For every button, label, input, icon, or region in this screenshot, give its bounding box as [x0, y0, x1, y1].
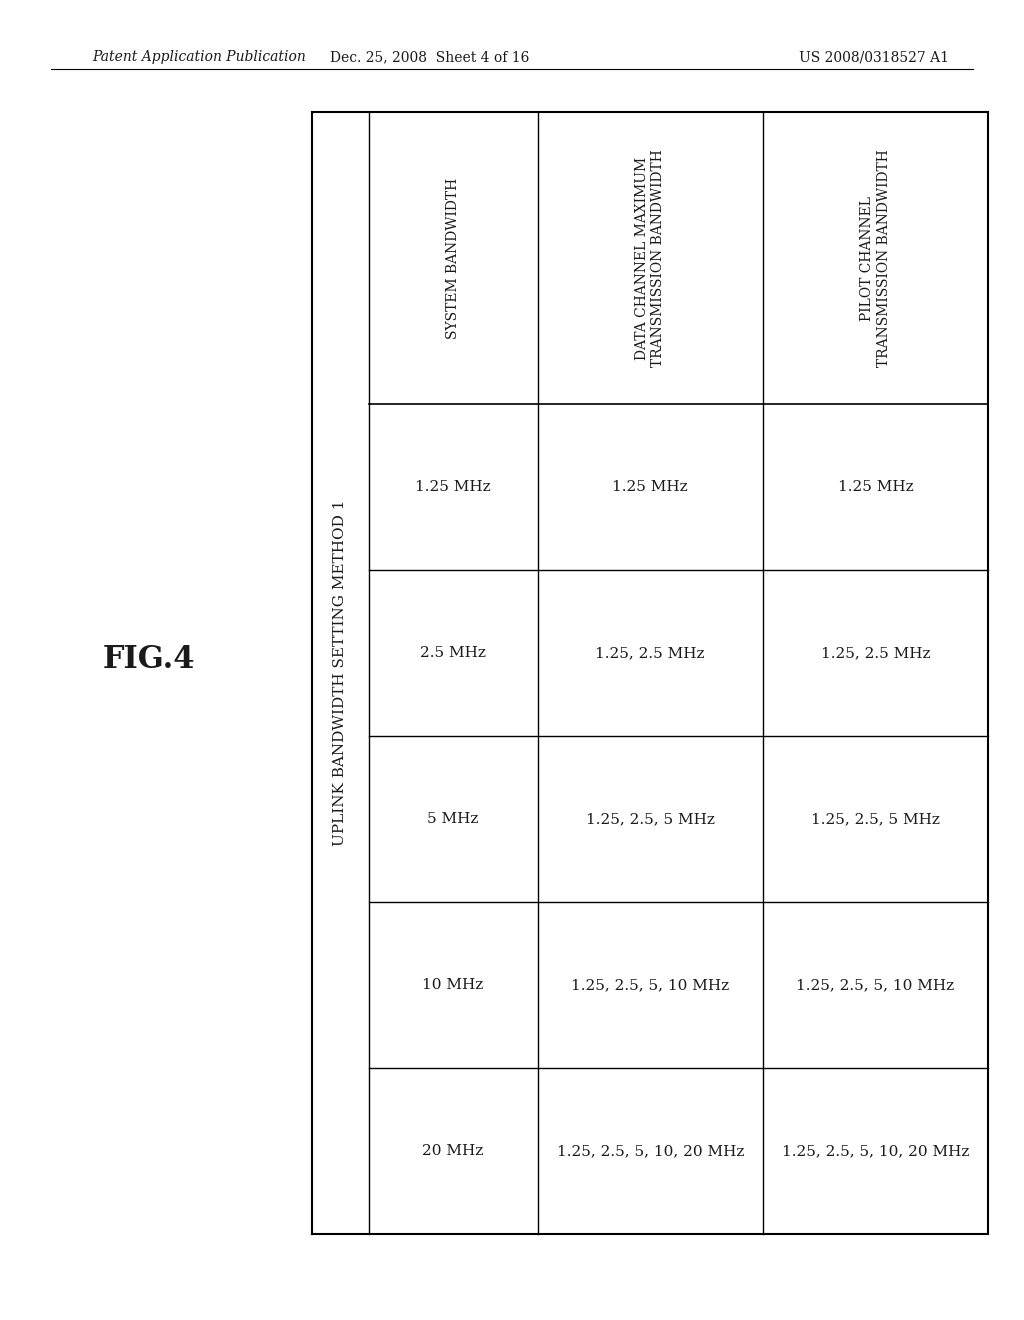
Text: 20 MHz: 20 MHz — [423, 1144, 483, 1158]
Text: Dec. 25, 2008  Sheet 4 of 16: Dec. 25, 2008 Sheet 4 of 16 — [331, 50, 529, 65]
Text: 10 MHz: 10 MHz — [423, 978, 483, 993]
Text: FIG.4: FIG.4 — [102, 644, 195, 676]
Text: PILOT CHANNEL
TRANSMISSION BANDWIDTH: PILOT CHANNEL TRANSMISSION BANDWIDTH — [860, 149, 891, 367]
Text: SYSTEM BANDWIDTH: SYSTEM BANDWIDTH — [446, 177, 460, 339]
Text: 1.25, 2.5, 5, 10 MHz: 1.25, 2.5, 5, 10 MHz — [797, 978, 954, 993]
Text: 2.5 MHz: 2.5 MHz — [420, 645, 486, 660]
Text: 1.25, 2.5, 5, 10, 20 MHz: 1.25, 2.5, 5, 10, 20 MHz — [557, 1144, 743, 1158]
Text: UPLINK BANDWIDTH SETTING METHOD 1: UPLINK BANDWIDTH SETTING METHOD 1 — [334, 500, 347, 846]
Text: 1.25, 2.5 MHz: 1.25, 2.5 MHz — [596, 645, 705, 660]
Text: US 2008/0318527 A1: US 2008/0318527 A1 — [799, 50, 948, 65]
Text: 1.25, 2.5, 5, 10 MHz: 1.25, 2.5, 5, 10 MHz — [571, 978, 729, 993]
Text: 1.25, 2.5, 5 MHz: 1.25, 2.5, 5 MHz — [586, 812, 715, 826]
Text: 1.25 MHz: 1.25 MHz — [416, 480, 490, 494]
Text: 1.25 MHz: 1.25 MHz — [612, 480, 688, 494]
Text: 5 MHz: 5 MHz — [427, 812, 479, 826]
Text: 1.25, 2.5 MHz: 1.25, 2.5 MHz — [821, 645, 930, 660]
Text: DATA CHANNEL MAXIMUM
TRANSMISSION BANDWIDTH: DATA CHANNEL MAXIMUM TRANSMISSION BANDWI… — [635, 149, 666, 367]
Text: 1.25, 2.5, 5, 10, 20 MHz: 1.25, 2.5, 5, 10, 20 MHz — [782, 1144, 969, 1158]
Text: 1.25 MHz: 1.25 MHz — [838, 480, 913, 494]
Text: Patent Application Publication: Patent Application Publication — [92, 50, 306, 65]
Text: 1.25, 2.5, 5 MHz: 1.25, 2.5, 5 MHz — [811, 812, 940, 826]
